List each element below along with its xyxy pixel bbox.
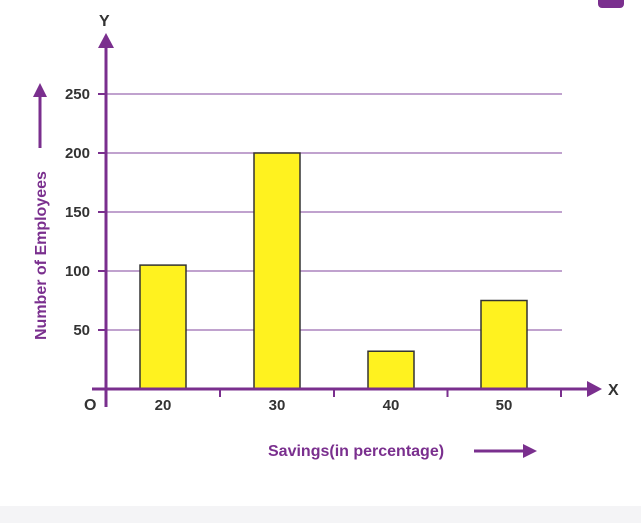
x-tick-label: 50 <box>496 397 513 414</box>
x-tick-label: 20 <box>155 397 172 414</box>
y-axis-title: Number of Employees <box>33 171 50 340</box>
x-tick-marks <box>219 389 562 397</box>
axes <box>92 33 602 407</box>
bar <box>253 152 301 390</box>
y-axis-title-arrow-icon <box>33 83 47 97</box>
bar <box>367 350 415 390</box>
x-tick-label: 40 <box>383 397 400 414</box>
y-axis-arrow-icon <box>98 33 114 48</box>
corner-badge <box>598 0 624 8</box>
x-axis-title: Savings(in percentage) <box>268 443 444 460</box>
footer-strip <box>0 506 641 523</box>
y-tick-label: 150 <box>65 204 90 221</box>
y-axis-letter: Y <box>99 13 110 30</box>
y-tick-label: 100 <box>65 263 90 280</box>
y-tick-label: 250 <box>65 86 90 103</box>
bar <box>139 264 187 390</box>
x-axis-arrow-icon <box>587 381 602 397</box>
y-tick-label: 200 <box>65 145 90 162</box>
y-tick-label: 50 <box>73 322 90 339</box>
x-axis-letter: X <box>608 382 619 399</box>
x-tick-label: 30 <box>269 397 286 414</box>
bar <box>480 299 528 390</box>
tick-labels: 50 100 150 200 250 20 30 40 50 <box>65 86 512 414</box>
x-axis-title-arrow-icon <box>523 444 537 458</box>
origin-label: O <box>84 397 96 414</box>
